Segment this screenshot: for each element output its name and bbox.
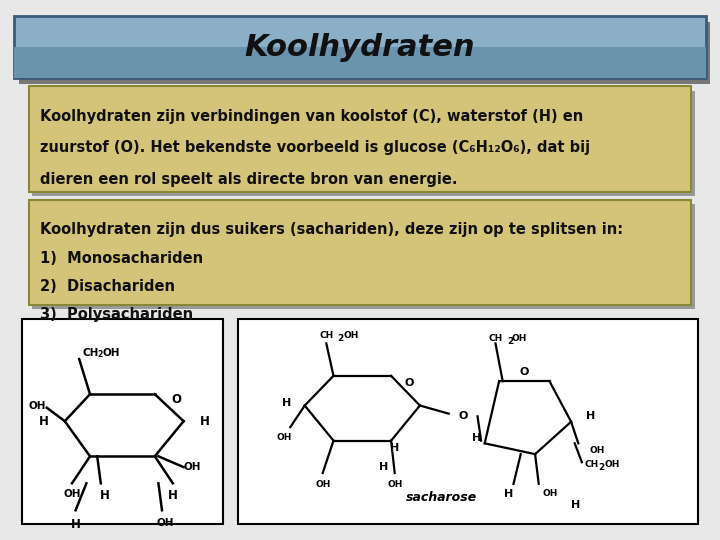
Text: 2: 2 <box>97 350 102 359</box>
Text: OH: OH <box>604 461 620 469</box>
Text: O: O <box>171 393 181 406</box>
Text: H: H <box>282 398 292 408</box>
Text: 1)  Monosachariden: 1) Monosachariden <box>40 251 203 266</box>
Text: H: H <box>168 489 178 502</box>
Text: zuurstof (O). Het bekendste voorbeeld is glucose (C₆H₁₂O₆), dat bij: zuurstof (O). Het bekendste voorbeeld is… <box>40 140 590 156</box>
Text: OH: OH <box>589 446 605 455</box>
Text: OH: OH <box>157 518 174 529</box>
Text: 2)  Disachariden: 2) Disachariden <box>40 279 174 294</box>
Text: OH: OH <box>387 480 402 489</box>
Bar <box>29 200 691 305</box>
Text: O: O <box>459 411 468 421</box>
Bar <box>19 22 710 84</box>
Bar <box>22 319 223 524</box>
Text: OH: OH <box>344 331 359 340</box>
Text: OH: OH <box>315 480 330 489</box>
Text: H: H <box>504 489 513 500</box>
Text: OH: OH <box>102 348 120 357</box>
Text: O: O <box>520 367 529 376</box>
Text: CH: CH <box>488 334 503 342</box>
Text: OH: OH <box>63 489 81 499</box>
Text: H: H <box>99 489 109 502</box>
Text: H: H <box>379 462 389 472</box>
Bar <box>14 16 706 78</box>
Text: H: H <box>585 411 595 421</box>
Text: Koolhydraten: Koolhydraten <box>245 33 475 62</box>
Text: H: H <box>39 415 49 428</box>
Text: OH: OH <box>184 462 201 472</box>
Text: OH: OH <box>277 433 292 442</box>
Bar <box>32 204 695 309</box>
Text: 2: 2 <box>507 338 513 346</box>
Text: Koolhydraten zijn verbindingen van koolstof (C), waterstof (H) en: Koolhydraten zijn verbindingen van kools… <box>40 109 583 124</box>
Bar <box>238 319 698 524</box>
Text: O: O <box>405 377 414 388</box>
Bar <box>32 91 695 196</box>
Text: CH: CH <box>83 348 99 357</box>
Text: H: H <box>472 433 481 443</box>
Text: OH: OH <box>542 489 558 498</box>
Bar <box>29 86 691 192</box>
Text: H: H <box>71 518 81 531</box>
Text: dieren een rol speelt als directe bron van energie.: dieren een rol speelt als directe bron v… <box>40 172 457 187</box>
Text: OH: OH <box>29 401 46 411</box>
Text: 3)  Polysachariden: 3) Polysachariden <box>40 307 193 322</box>
Text: Koolhydraten zijn dus suikers (sachariden), deze zijn op te splitsen in:: Koolhydraten zijn dus suikers (sacharide… <box>40 222 623 238</box>
Text: 2: 2 <box>598 463 605 472</box>
Text: CH: CH <box>584 461 598 469</box>
Text: sacharose: sacharose <box>406 491 477 504</box>
Text: 2: 2 <box>338 334 344 342</box>
Text: H: H <box>199 415 210 428</box>
Bar <box>14 47 706 78</box>
Text: H: H <box>390 443 400 454</box>
Text: OH: OH <box>512 334 527 342</box>
Text: H: H <box>571 500 580 510</box>
Text: CH: CH <box>319 331 333 340</box>
